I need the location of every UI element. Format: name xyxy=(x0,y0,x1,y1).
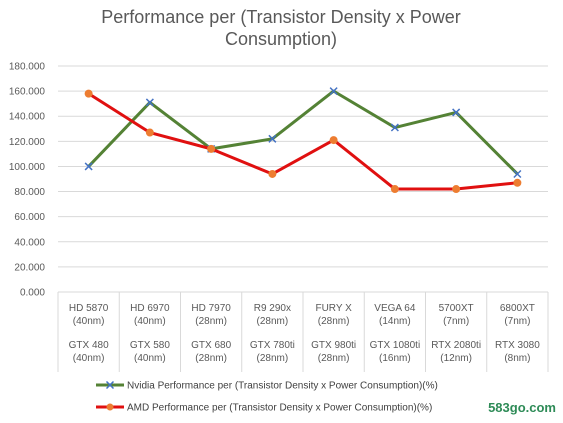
y-tick-label: 20.000 xyxy=(14,262,45,273)
data-point-marker xyxy=(452,185,461,194)
legend-swatch-marker xyxy=(106,403,114,411)
legend-entry-label: Nvidia Performance per (Transistor Densi… xyxy=(127,381,438,392)
x-category-label-nvidia: (12nm) xyxy=(440,353,472,364)
data-point-marker xyxy=(513,169,522,179)
series-line xyxy=(87,89,519,176)
x-category-label-nvidia: (8nm) xyxy=(504,353,530,364)
y-tick-label: 40.000 xyxy=(14,237,45,248)
data-point-marker xyxy=(268,169,277,178)
x-category-label-nvidia: (16nm) xyxy=(379,353,411,364)
y-tick-label: 60.000 xyxy=(14,212,45,223)
x-category-label-nvidia: GTX 680 xyxy=(191,340,231,351)
marker-stroke xyxy=(390,123,399,132)
chart-title-line: Performance per (Transistor Density x Po… xyxy=(101,7,460,27)
chart-title-line: Consumption) xyxy=(225,29,337,49)
y-tick-label: 180.000 xyxy=(9,62,46,73)
data-point-marker xyxy=(145,98,154,107)
x-category-label-nvidia: RTX 3080 xyxy=(495,340,540,351)
y-tick-label: 0.000 xyxy=(20,288,45,299)
legend-swatch-marker xyxy=(105,380,115,390)
data-point-marker xyxy=(207,144,216,153)
x-category-label-amd: (28nm) xyxy=(257,316,289,327)
data-point-marker xyxy=(390,185,399,194)
watermark-text: 583go.com xyxy=(488,400,556,415)
x-category-label-amd: HD 7970 xyxy=(191,303,231,314)
x-category-label-nvidia: GTX 980ti xyxy=(311,340,356,351)
marker-stroke xyxy=(452,108,461,117)
x-category-label-nvidia: RTX 2080ti xyxy=(431,340,481,351)
data-point-marker xyxy=(84,162,93,171)
marker-stroke xyxy=(329,87,338,96)
x-category-label-amd: VEGA 64 xyxy=(374,303,416,314)
x-category-label-amd: HD 6970 xyxy=(130,303,170,314)
data-point-marker xyxy=(84,89,93,98)
x-category-label-amd: R9 290x xyxy=(254,303,291,314)
data-point-marker xyxy=(452,108,461,117)
marker-stroke xyxy=(513,169,522,179)
x-category-label-nvidia: GTX 1080ti xyxy=(370,340,421,351)
x-category-label-amd: (40nm) xyxy=(134,316,166,327)
series-line xyxy=(87,92,518,191)
x-category-label-amd: HD 5870 xyxy=(69,303,109,314)
x-category-label-nvidia: (28nm) xyxy=(257,353,289,364)
marker-stroke xyxy=(145,98,154,107)
data-point-marker xyxy=(329,136,338,145)
data-point-marker xyxy=(268,134,277,143)
x-category-label-amd: (40nm) xyxy=(73,316,105,327)
x-category-label-nvidia: (40nm) xyxy=(134,353,166,364)
data-point-marker xyxy=(513,178,522,187)
data-point-marker xyxy=(329,87,338,96)
y-tick-label: 120.000 xyxy=(9,137,46,148)
x-category-label-nvidia: (28nm) xyxy=(195,353,227,364)
x-category-label-amd: 5700XT xyxy=(439,303,474,314)
x-category-label-nvidia: GTX 480 xyxy=(69,340,109,351)
y-tick-label: 80.000 xyxy=(14,187,45,198)
legend-entry-label: AMD Performance per (Transistor Density … xyxy=(127,403,432,414)
x-category-label-amd: (28nm) xyxy=(318,316,350,327)
x-category-label-nvidia: GTX 780ti xyxy=(250,340,295,351)
marker-stroke xyxy=(84,162,93,171)
x-category-label-amd: 6800XT xyxy=(500,303,535,314)
y-tick-label: 100.000 xyxy=(9,162,46,173)
y-tick-label: 160.000 xyxy=(9,87,46,98)
y-tick-label: 140.000 xyxy=(9,112,46,123)
x-category-label-nvidia: GTX 580 xyxy=(130,340,170,351)
data-point-marker xyxy=(390,123,399,132)
x-category-label-nvidia: (40nm) xyxy=(73,353,105,364)
x-category-label-amd: FURY X xyxy=(315,303,352,314)
x-category-label-nvidia: (28nm) xyxy=(318,353,350,364)
x-category-label-amd: (14nm) xyxy=(379,316,411,327)
marker-stroke xyxy=(268,134,277,143)
x-category-label-amd: (7nm) xyxy=(504,316,530,327)
x-category-label-amd: (28nm) xyxy=(195,316,227,327)
data-point-marker xyxy=(145,128,154,137)
x-category-label-amd: (7nm) xyxy=(443,316,469,327)
